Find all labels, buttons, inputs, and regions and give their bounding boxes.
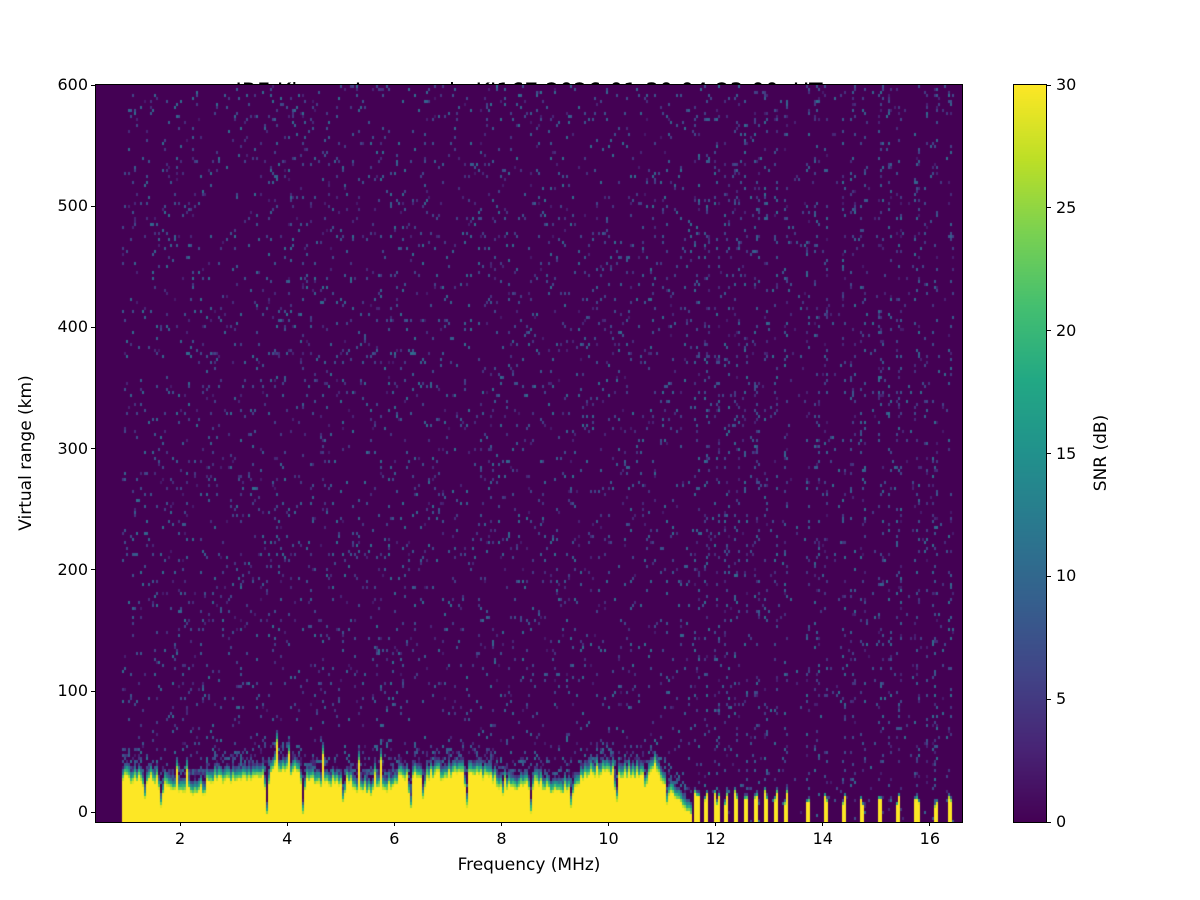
y-tick-label: 600 bbox=[57, 75, 88, 94]
colorbar bbox=[1013, 84, 1047, 823]
y-tick-mark bbox=[91, 84, 95, 86]
y-tick-mark bbox=[91, 326, 95, 328]
colorbar-tick-label: 10 bbox=[1056, 566, 1077, 586]
x-tick-mark bbox=[608, 822, 610, 826]
y-tick-label: 0 bbox=[77, 802, 88, 822]
colorbar-tick-mark bbox=[1047, 330, 1051, 332]
x-tick-label: 16 bbox=[919, 829, 941, 848]
x-tick-mark bbox=[929, 822, 931, 826]
x-tick-mark bbox=[179, 822, 181, 826]
x-tick-mark bbox=[500, 822, 502, 826]
x-tick-mark bbox=[393, 822, 395, 826]
colorbar-tick-label: 5 bbox=[1056, 689, 1067, 709]
x-tick-label: 14 bbox=[812, 829, 833, 848]
y-tick-mark bbox=[91, 569, 95, 571]
y-tick-label: 200 bbox=[57, 559, 88, 579]
colorbar-tick-mark bbox=[1047, 453, 1051, 454]
x-tick-mark bbox=[715, 822, 717, 826]
colorbar-tick-mark bbox=[1047, 575, 1051, 577]
colorbar-tick-label: 0 bbox=[1056, 812, 1067, 831]
x-axis-label: Frequency (MHz) bbox=[457, 855, 601, 875]
ionogram-heatmap bbox=[96, 85, 962, 822]
colorbar-tick-mark bbox=[1047, 207, 1051, 209]
y-tick-mark bbox=[91, 811, 95, 813]
x-tick-label: 4 bbox=[282, 829, 293, 848]
colorbar-tick-label: 20 bbox=[1056, 320, 1077, 340]
x-tick-label: 10 bbox=[598, 829, 619, 848]
y-axis-label: Virtual range (km) bbox=[16, 375, 36, 531]
colorbar-tick-mark bbox=[1047, 821, 1051, 823]
x-tick-mark bbox=[286, 822, 288, 826]
colorbar-tick-label: 30 bbox=[1056, 75, 1077, 94]
x-tick-label: 6 bbox=[389, 829, 400, 848]
y-tick-label: 100 bbox=[57, 681, 88, 701]
colorbar-gradient bbox=[1014, 85, 1046, 822]
colorbar-label: SNR (dB) bbox=[1091, 414, 1111, 492]
colorbar-tick-mark bbox=[1047, 84, 1051, 86]
colorbar-tick-label: 25 bbox=[1056, 197, 1077, 217]
x-tick-label: 8 bbox=[496, 829, 507, 848]
y-tick-mark bbox=[91, 448, 95, 450]
y-tick-label: 500 bbox=[57, 196, 88, 216]
y-tick-mark bbox=[91, 205, 95, 207]
colorbar-tick-label: 15 bbox=[1056, 443, 1077, 463]
plot-area bbox=[95, 84, 963, 823]
x-tick-label: 2 bbox=[174, 829, 186, 848]
x-tick-mark bbox=[822, 822, 824, 826]
y-tick-label: 400 bbox=[57, 317, 88, 337]
y-tick-label: 300 bbox=[57, 438, 88, 458]
x-tick-label: 12 bbox=[705, 829, 726, 848]
colorbar-tick-mark bbox=[1047, 698, 1051, 700]
y-tick-mark bbox=[91, 690, 95, 692]
